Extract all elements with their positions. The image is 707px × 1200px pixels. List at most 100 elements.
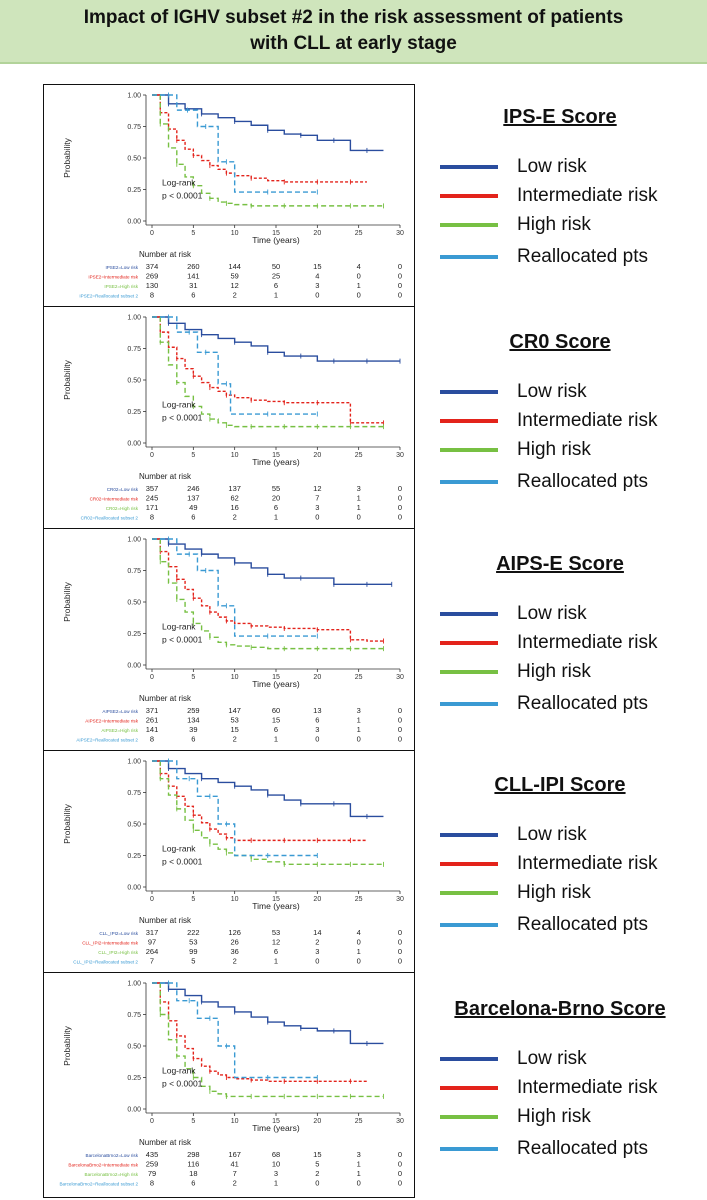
risk-cell-low: 222 (187, 928, 200, 937)
legend-label-low: Low risk (517, 156, 587, 177)
risk-row-label-reallocated: IPSE2=Reallocated subset 2 (79, 294, 138, 299)
risk-cell-high: 0 (398, 281, 402, 290)
risk-row-label-low: BarcelonaBrno2=Low risk (86, 1153, 139, 1158)
risk-cell-high: 171 (146, 503, 159, 512)
risk-cell-low: 60 (272, 706, 280, 715)
risk-row-label-intermediate: CLL_IPI2=Intermediate risk (82, 941, 138, 946)
x-tick-label: 15 (272, 452, 280, 459)
p-value-label: p < 0.0001 (162, 413, 203, 423)
risk-cell-intermediate: 6 (315, 716, 319, 725)
risk-cell-high: 0 (398, 1169, 402, 1178)
risk-cell-high: 3 (274, 1169, 278, 1178)
y-tick-label: 1.00 (127, 537, 141, 544)
x-tick-label: 20 (313, 1118, 321, 1125)
legend-swatch-low (440, 165, 498, 169)
p-value-label: p < 0.0001 (162, 857, 203, 867)
km-panel-aips-e: 0.00 0.25 0.50 0.75 1.00 0 5 10 15 20 25 30 Time (ye… (43, 528, 415, 751)
legend-entry-high: High risk (440, 1106, 591, 1128)
km-curve-low (152, 982, 384, 1045)
risk-cell-intermediate: 53 (189, 938, 197, 947)
risk-cell-high: 130 (146, 281, 159, 290)
risk-cell-low: 50 (272, 262, 280, 271)
legend-swatch-reallocated (440, 702, 498, 706)
risk-cell-intermediate: 62 (230, 494, 238, 503)
risk-cell-intermediate: 1 (357, 494, 361, 503)
legend-label-reallocated: Reallocated pts (517, 1138, 648, 1159)
p-value-label: p < 0.0001 (162, 635, 203, 645)
risk-cell-low: 15 (313, 1150, 321, 1159)
km-curve-low (152, 538, 392, 586)
risk-cell-intermediate: 116 (187, 1160, 199, 1169)
score-title: Barcelona-Brno Score (454, 998, 666, 1020)
x-tick-label: 0 (150, 896, 154, 903)
x-tick-label: 15 (272, 674, 280, 681)
legend-swatch-high (440, 1115, 498, 1119)
legend-label-high: High risk (517, 214, 591, 235)
x-axis-label: Time (years) (252, 235, 300, 245)
risk-cell-reallocated: 0 (398, 513, 402, 522)
x-tick-label: 10 (231, 452, 239, 459)
risk-cell-high: 3 (315, 503, 319, 512)
risk-cell-reallocated: 0 (315, 957, 319, 966)
risk-cell-low: 3 (357, 706, 361, 715)
risk-row-label-high: BarcelonaBrno2=High risk (85, 1172, 139, 1177)
y-axis-label: Probability (62, 359, 72, 399)
legend-label-reallocated: Reallocated pts (517, 246, 648, 267)
legend-swatch-low (440, 1057, 498, 1061)
risk-cell-intermediate: 0 (398, 494, 402, 503)
legend-label-intermediate: Intermediate risk (517, 185, 658, 206)
legend-entry-reallocated: Reallocated pts (440, 471, 648, 493)
y-tick-label: 0.50 (127, 378, 141, 385)
risk-cell-reallocated: 1 (274, 1179, 278, 1188)
risk-cell-high: 6 (274, 725, 278, 734)
risk-cell-low: 147 (228, 706, 241, 715)
x-tick-label: 5 (191, 674, 195, 681)
y-tick-label: 1.00 (127, 759, 141, 766)
risk-cell-low: 260 (187, 262, 200, 271)
risk-row-label-intermediate: CR02=Intermediate risk (90, 497, 139, 502)
risk-cell-low: 371 (146, 706, 159, 715)
risk-cell-reallocated: 0 (315, 513, 319, 522)
legend-label-intermediate: Intermediate risk (517, 410, 658, 431)
risk-cell-intermediate: 0 (398, 716, 402, 725)
risk-cell-intermediate: 26 (230, 938, 238, 947)
risk-cell-high: 1 (357, 281, 361, 290)
risk-cell-low: 14 (313, 928, 321, 937)
legend-label-low: Low risk (517, 1048, 587, 1069)
km-curve-high (152, 982, 384, 1098)
km-curve-reallocated (152, 316, 318, 415)
risk-cell-intermediate: 53 (230, 716, 238, 725)
risk-cell-reallocated: 2 (233, 1179, 237, 1188)
risk-cell-low: 3 (357, 1150, 361, 1159)
risk-cell-reallocated: 8 (150, 735, 154, 744)
km-curve-high (152, 760, 384, 866)
x-axis-label: Time (years) (252, 901, 300, 911)
y-tick-label: 0.50 (127, 822, 141, 829)
y-axis-label: Probability (62, 1025, 72, 1065)
legend-swatch-high (440, 223, 498, 227)
risk-cell-high: 1 (357, 947, 361, 956)
risk-cell-high: 1 (357, 725, 361, 734)
risk-cell-reallocated: 0 (398, 957, 402, 966)
risk-cell-reallocated: 0 (398, 291, 402, 300)
legend-swatch-intermediate (440, 194, 498, 198)
x-tick-label: 5 (191, 452, 195, 459)
risk-cell-intermediate: 1 (357, 1160, 361, 1169)
x-tick-label: 5 (191, 1118, 195, 1125)
legend-swatch-low (440, 833, 498, 837)
risk-cell-low: 15 (313, 262, 321, 271)
legend-swatch-intermediate (440, 419, 498, 423)
risk-cell-high: 99 (189, 947, 197, 956)
x-tick-label: 10 (231, 1118, 239, 1125)
log-rank-label: Log-rank (162, 844, 196, 854)
risk-cell-low: 0 (398, 1150, 402, 1159)
legend-entry-reallocated: Reallocated pts (440, 914, 648, 936)
y-tick-label: 0.50 (127, 600, 141, 607)
legend-swatch-low (440, 390, 498, 394)
risk-cell-high: 15 (230, 725, 238, 734)
risk-cell-low: 4 (357, 928, 361, 937)
risk-cell-high: 1 (357, 1169, 361, 1178)
km-panel-cr0: 0.00 0.25 0.50 0.75 1.00 0 5 10 15 20 25 30 Time (ye… (43, 306, 415, 529)
risk-row-label-low: CR02=Low risk (107, 487, 139, 492)
